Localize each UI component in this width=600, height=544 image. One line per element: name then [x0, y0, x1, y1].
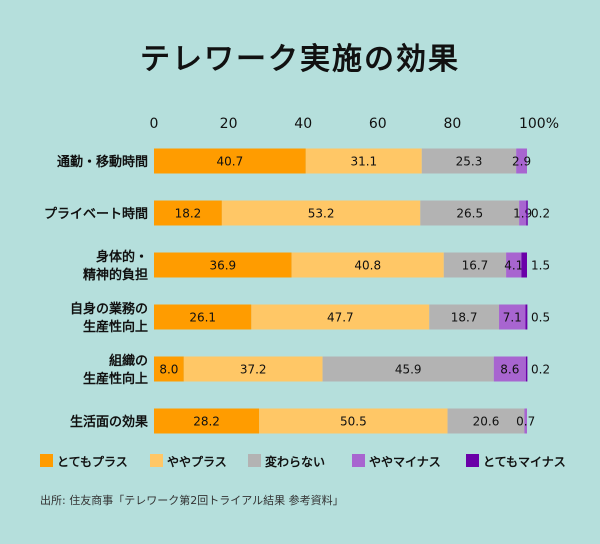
bar-segment: [524, 408, 527, 434]
category-label: 自身の業務の: [70, 301, 148, 317]
data-label: 8.6: [500, 363, 519, 377]
bar-segment: [259, 408, 448, 434]
data-label: 26.5: [456, 207, 483, 221]
bar-segment: [420, 200, 520, 226]
category-label: 通勤・移動時間: [57, 154, 148, 170]
bar-segment: [519, 200, 527, 226]
category-label: 精神的負担: [83, 267, 148, 283]
data-label: 26.1: [189, 311, 216, 325]
data-label: 40.7: [217, 155, 244, 169]
bar-segment: [322, 356, 494, 382]
bar-segment: [251, 304, 430, 330]
data-label: 20.6: [473, 415, 500, 429]
data-label: 40.8: [354, 259, 381, 273]
data-label: 18.2: [175, 207, 202, 221]
category-label: プライベート時間: [44, 206, 148, 222]
data-label: 1.9: [513, 207, 532, 221]
legend-swatch: [352, 454, 365, 467]
source-note: 出所: 住友商事「テレワーク第2回トライアル結果 参考資料」: [40, 494, 344, 507]
bar-segment: [305, 148, 422, 174]
bar-segment: [154, 304, 252, 330]
data-label: 36.9: [209, 259, 236, 273]
bar-segment: [499, 304, 526, 330]
bar-segment: [154, 356, 184, 382]
bar-segment: [154, 148, 306, 174]
data-label: 1.5: [531, 259, 550, 273]
legend-swatch: [248, 454, 261, 467]
category-label: 生産性向上: [83, 319, 148, 335]
data-label: 0.5: [531, 311, 550, 325]
bar-segment: [525, 356, 528, 382]
data-label: 28.2: [193, 415, 220, 429]
bar-segment: [221, 200, 421, 226]
x-tick-label: 60: [369, 116, 387, 132]
data-label: 16.7: [462, 259, 489, 273]
x-tick-label: 40: [294, 116, 312, 132]
legend-swatch: [466, 454, 479, 467]
x-tick-label: 80: [443, 116, 461, 132]
data-label: 50.5: [340, 415, 367, 429]
data-label: 18.7: [451, 311, 478, 325]
legend-swatch: [40, 454, 53, 467]
bar-segment: [154, 200, 222, 226]
bar-segment: [521, 252, 527, 278]
bar-segment: [421, 148, 517, 174]
data-label: 7.1: [503, 311, 522, 325]
legend-label: 変わらない: [265, 454, 325, 469]
chart-title: テレワーク実施の効果: [140, 42, 460, 77]
bar-segment: [447, 408, 525, 434]
data-label: 0.7: [516, 415, 535, 429]
data-label: 8.0: [159, 363, 178, 377]
data-label: 2.9: [512, 155, 531, 169]
bar-segment: [183, 356, 323, 382]
data-label: 25.3: [456, 155, 483, 169]
legend-swatch: [150, 454, 163, 467]
bar-segment: [493, 356, 526, 382]
legend-label: とてもプラス: [57, 454, 128, 469]
bar-segment: [291, 252, 444, 278]
x-tick-label: 100%: [519, 116, 559, 132]
bar-segment: [443, 252, 507, 278]
data-label: 45.9: [395, 363, 422, 377]
category-label: 組織の: [109, 353, 148, 369]
legend-label: とてもマイナス: [483, 455, 566, 469]
data-label: 0.2: [531, 363, 550, 377]
legend-label: ややマイナス: [369, 455, 441, 469]
category-label: 生産性向上: [83, 371, 148, 387]
data-label: 31.1: [350, 155, 377, 169]
bar-segment: [526, 200, 528, 226]
x-tick-label: 0: [150, 116, 159, 132]
bar-segment: [525, 304, 528, 330]
bar-segment: [429, 304, 500, 330]
bar-segment: [154, 408, 260, 434]
data-label: 4.1: [504, 259, 523, 273]
category-label: 身体的・: [96, 249, 148, 265]
data-label: 37.2: [240, 363, 267, 377]
x-tick-label: 20: [220, 116, 238, 132]
category-label: 生活面の効果: [70, 414, 148, 430]
legend-label: ややプラス: [167, 454, 227, 469]
bar-segment: [154, 252, 292, 278]
bar-segment: [506, 252, 522, 278]
data-label: 0.2: [531, 207, 550, 221]
data-label: 47.7: [327, 311, 354, 325]
data-label: 53.2: [308, 207, 335, 221]
bar-segment: [516, 148, 527, 174]
